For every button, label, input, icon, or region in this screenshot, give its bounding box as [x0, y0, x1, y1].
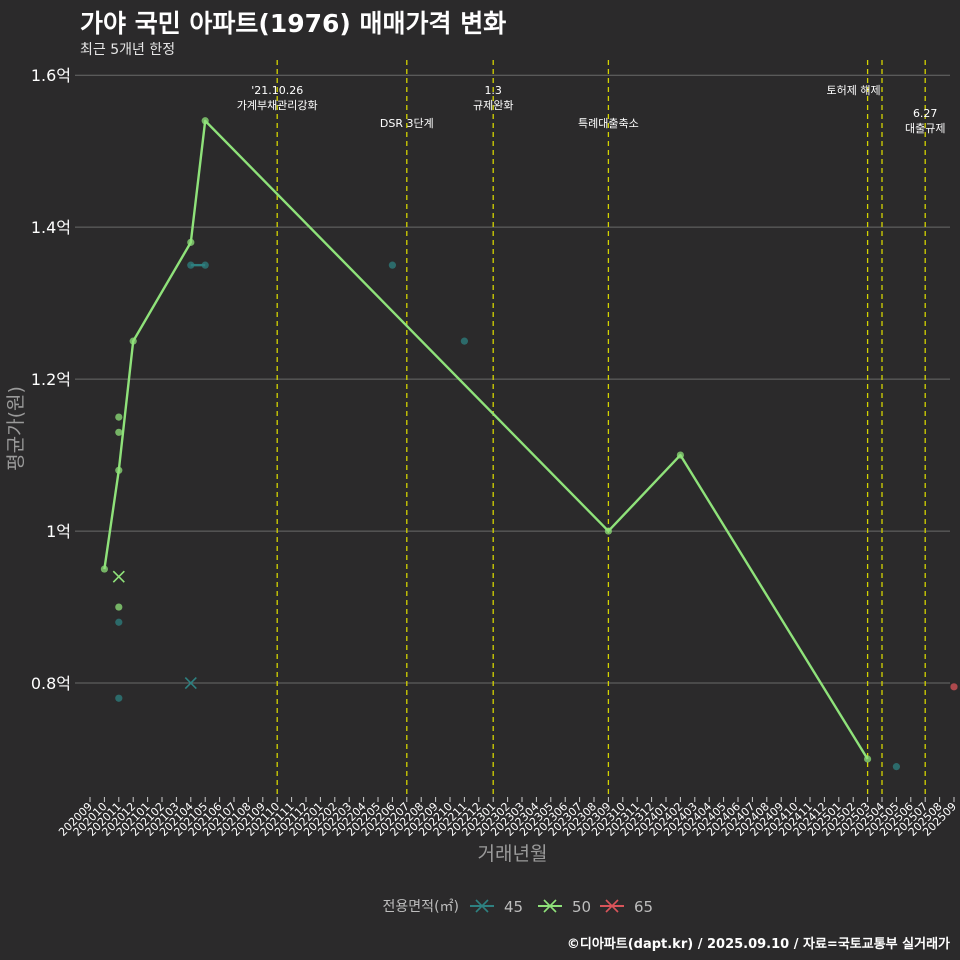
series-line-50	[103, 119, 869, 760]
data-point-50	[676, 451, 685, 459]
event-label: 토허제 해제	[827, 83, 881, 97]
data-point-50	[115, 603, 123, 611]
y-axis-title: 평균가(원)	[5, 386, 27, 471]
data-point-50	[100, 565, 108, 573]
legend-label-45: 45	[504, 898, 523, 916]
cancelled-marker-45	[184, 676, 197, 690]
data-point-50	[115, 428, 123, 436]
legend-label-50: 50	[572, 898, 591, 916]
data-point-50	[201, 117, 209, 125]
event-label: 특례대출축소	[578, 117, 639, 130]
data-point-50	[115, 466, 123, 474]
data-point-50	[604, 527, 613, 535]
chart-title: 가야 국민 아파트(1976) 매매가격 변화	[80, 9, 507, 38]
data-point-45	[115, 694, 123, 702]
data-point-45	[892, 763, 901, 771]
legend-key-cross-65	[605, 899, 619, 913]
event-label: '21.10.26	[251, 84, 303, 97]
event-label: 6.27	[913, 107, 938, 120]
y-tick-label: 1.2억	[31, 370, 71, 389]
event-label: 규제완화	[473, 99, 513, 112]
event-label: 가계부채관리강화	[237, 99, 318, 112]
data-point-50	[864, 755, 872, 763]
data-point-50	[115, 413, 123, 421]
y-tick-label: 1.6억	[31, 66, 71, 85]
data-point-45	[201, 261, 209, 269]
legend-title: 전용면적(㎡)	[383, 899, 459, 915]
cancelled-marker-50	[112, 570, 125, 583]
data-point-50	[187, 238, 195, 246]
data-point-65	[950, 683, 958, 691]
data-point-50	[129, 337, 137, 345]
y-tick-label: 1억	[46, 522, 71, 541]
y-tick-label: 0.8억	[31, 674, 71, 693]
data-point-45	[115, 618, 123, 626]
y-tick-label: 1.4억	[31, 218, 71, 237]
event-label: 1.3	[484, 84, 502, 97]
legend-key-cross-45	[475, 899, 489, 913]
event-label: DSR 3단계	[380, 117, 434, 130]
legend-key-cross-50	[543, 899, 557, 913]
data-point-45	[388, 261, 396, 269]
source-caption: ©디아파트(dapt.kr) / 2025.09.10 / 자료=국토교통부 실…	[566, 937, 950, 952]
x-axis-title: 거래년월	[478, 843, 548, 865]
chart-subtitle: 최근 5개년 한정	[80, 42, 176, 58]
event-label: 대출규제	[905, 122, 945, 135]
data-point-45	[187, 261, 195, 269]
legend-label-65: 65	[634, 898, 653, 916]
data-point-45	[460, 337, 468, 345]
